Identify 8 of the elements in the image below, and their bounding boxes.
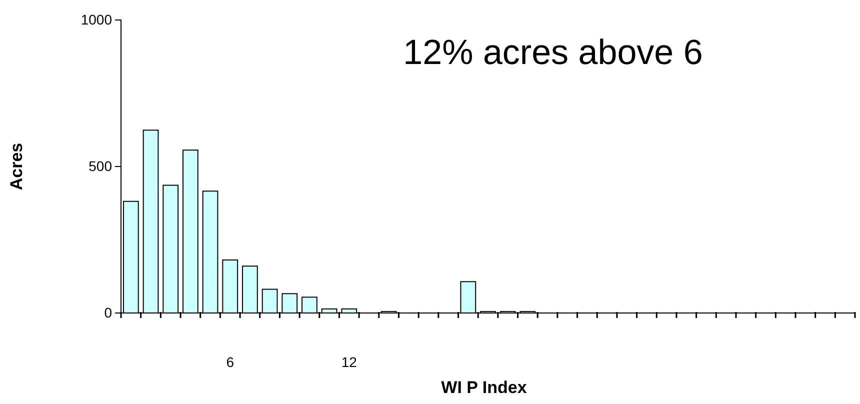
y-tick-label: 0 (104, 304, 112, 320)
y-tick-label: 1000 (80, 11, 112, 28)
x-tick-label: 12 (341, 354, 358, 370)
x-axis-title: WI P Index (441, 378, 528, 397)
annotation: 12% acres above 6 (403, 33, 703, 72)
x-tick-label: 6 (226, 354, 234, 370)
y-axis-title: Acres (7, 142, 26, 190)
y-tick-label: 500 (88, 158, 112, 174)
